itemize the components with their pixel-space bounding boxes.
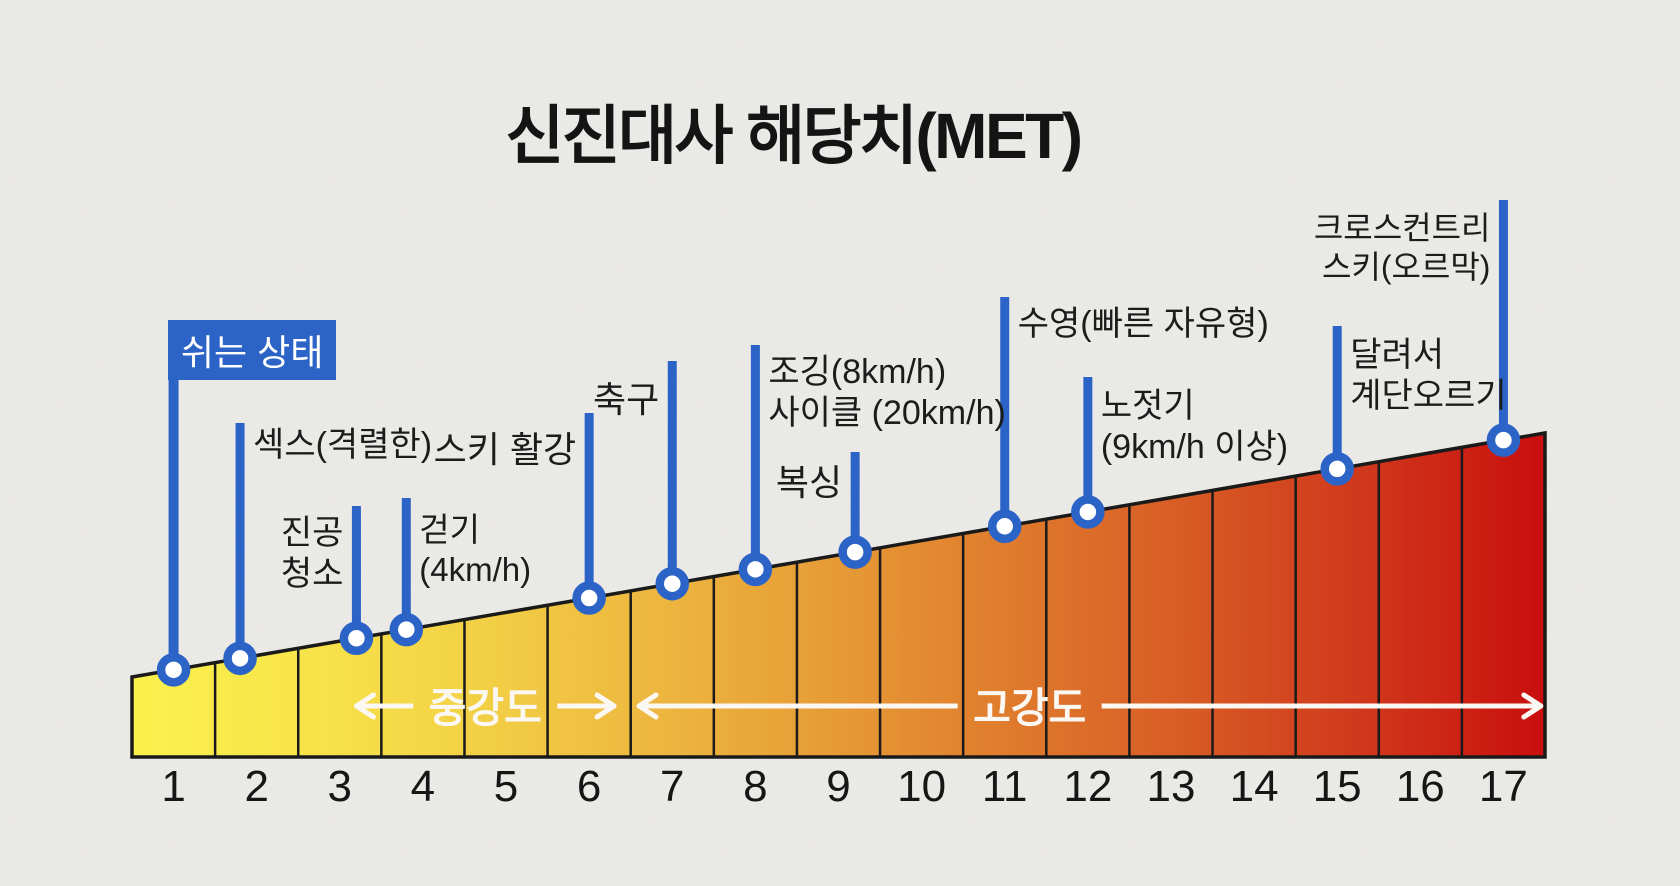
intensity-zones: 중강도 고강도 xyxy=(353,685,1544,731)
pin-marker-xc-ski xyxy=(1486,423,1521,457)
pin-marker-sex xyxy=(223,641,257,676)
zone-label-moderate: 중강도 xyxy=(429,685,542,731)
zone-label-high: 고강도 xyxy=(973,685,1086,731)
pin-marker-jogging-cycling xyxy=(738,552,773,587)
pin-stems xyxy=(168,200,1508,670)
pin-marker-soccer xyxy=(655,566,690,601)
page-title: 신진대사 해당치(MET) xyxy=(505,99,1083,172)
pin-marker-stair-running xyxy=(1320,452,1354,486)
activity-pins xyxy=(156,200,1521,687)
zone-moderate: 중강도 xyxy=(353,685,617,731)
zone-arrowhead-left-icon xyxy=(636,692,659,720)
zone-high: 고강도 xyxy=(636,685,1544,731)
zone-arrowhead-right-icon xyxy=(1521,692,1544,720)
pin-markers xyxy=(156,423,1521,687)
pin-marker-downhill-ski xyxy=(572,581,606,615)
zone-arrowhead-left-icon xyxy=(353,692,376,720)
intensity-wedge xyxy=(130,430,1547,759)
pin-marker-walking xyxy=(389,612,424,647)
pin-marker-vacuuming xyxy=(339,621,374,655)
pin-marker-resting xyxy=(156,653,191,687)
pin-marker-boxing xyxy=(838,535,872,569)
pin-marker-swimming xyxy=(987,509,1022,544)
pin-marker-rowing xyxy=(1071,495,1105,529)
zone-arrowhead-right-icon xyxy=(594,692,617,720)
